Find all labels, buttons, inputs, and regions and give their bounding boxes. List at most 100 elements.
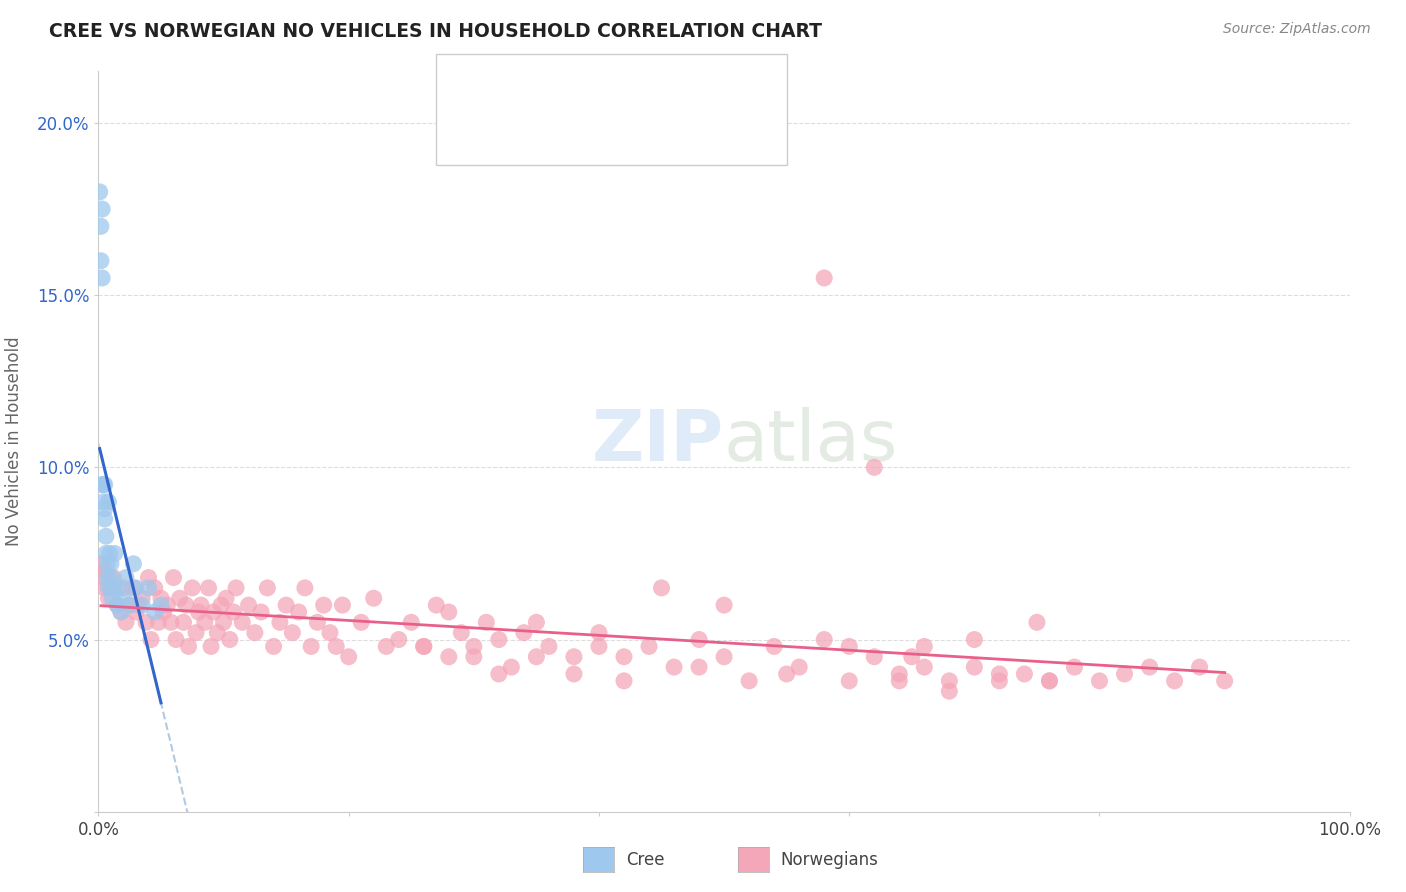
- Point: [988, 667, 1011, 681]
- Point: [412, 640, 434, 654]
- Point: [110, 605, 132, 619]
- Point: [90, 219, 112, 234]
- Point: [200, 640, 222, 654]
- Point: [197, 581, 219, 595]
- Point: [100, 570, 122, 584]
- Point: [713, 649, 735, 664]
- Point: [160, 615, 183, 630]
- Point: [1026, 615, 1049, 630]
- Point: [912, 640, 935, 654]
- Point: [813, 271, 835, 285]
- Point: [238, 598, 260, 612]
- Point: [169, 591, 191, 606]
- Point: [165, 632, 187, 647]
- Point: [212, 615, 235, 630]
- Point: [93, 477, 115, 491]
- Point: [90, 253, 112, 268]
- Point: [177, 640, 200, 654]
- Point: [150, 598, 173, 612]
- Point: [104, 546, 127, 560]
- Point: [638, 640, 661, 654]
- Point: [91, 477, 114, 491]
- Point: [889, 673, 911, 688]
- Point: [118, 598, 141, 612]
- Text: atlas: atlas: [724, 407, 898, 476]
- Point: [231, 615, 253, 630]
- Point: [209, 598, 232, 612]
- Point: [537, 640, 560, 654]
- Point: [889, 667, 911, 681]
- Point: [463, 649, 485, 664]
- Point: [93, 477, 115, 491]
- Point: [332, 598, 354, 612]
- Point: [287, 605, 309, 619]
- Point: [250, 605, 273, 619]
- Text: R =   0.131   N =   35: R = 0.131 N = 35: [494, 74, 713, 92]
- Point: [138, 570, 160, 584]
- Point: [269, 615, 291, 630]
- Point: [425, 598, 447, 612]
- Point: [325, 640, 347, 654]
- Point: [187, 605, 209, 619]
- Point: [97, 591, 120, 606]
- Point: [787, 660, 810, 674]
- Point: [1063, 660, 1085, 674]
- Point: [98, 546, 121, 560]
- Text: R = -0.055   N = 128: R = -0.055 N = 128: [494, 128, 693, 146]
- Point: [1038, 673, 1060, 688]
- Point: [963, 660, 986, 674]
- Point: [112, 581, 135, 595]
- Point: [173, 615, 195, 630]
- Point: [91, 202, 114, 216]
- Point: [135, 615, 157, 630]
- Point: [1188, 660, 1211, 674]
- Y-axis label: No Vehicles in Household: No Vehicles in Household: [6, 336, 22, 547]
- Point: [127, 598, 149, 612]
- Point: [143, 605, 166, 619]
- Point: [139, 632, 162, 647]
- Text: ZIP: ZIP: [592, 407, 724, 476]
- Point: [363, 591, 385, 606]
- Point: [274, 598, 298, 612]
- Point: [588, 640, 610, 654]
- Point: [97, 495, 120, 509]
- Point: [107, 581, 129, 595]
- Point: [100, 581, 122, 595]
- Point: [713, 598, 735, 612]
- Point: [148, 615, 170, 630]
- Point: [256, 581, 278, 595]
- Point: [1139, 660, 1161, 674]
- Point: [131, 591, 153, 606]
- Point: [174, 598, 197, 612]
- Point: [662, 660, 685, 674]
- Point: [838, 673, 860, 688]
- Point: [688, 632, 710, 647]
- Point: [125, 581, 148, 595]
- Point: [94, 529, 117, 543]
- Point: [110, 605, 132, 619]
- Point: [90, 557, 112, 571]
- Point: [105, 598, 128, 612]
- Point: [613, 673, 636, 688]
- Point: [184, 625, 207, 640]
- Point: [91, 271, 114, 285]
- Point: [900, 649, 922, 664]
- Point: [488, 667, 510, 681]
- Text: Source: ZipAtlas.com: Source: ZipAtlas.com: [1223, 22, 1371, 37]
- Point: [125, 605, 148, 619]
- Point: [375, 640, 398, 654]
- Point: [118, 598, 141, 612]
- Point: [156, 598, 179, 612]
- Point: [588, 625, 610, 640]
- Point: [138, 581, 160, 595]
- Point: [218, 632, 240, 647]
- Point: [215, 591, 238, 606]
- Point: [912, 660, 935, 674]
- Point: [388, 632, 411, 647]
- Point: [562, 649, 585, 664]
- Point: [613, 649, 636, 664]
- Text: CREE VS NORWEGIAN NO VEHICLES IN HOUSEHOLD CORRELATION CHART: CREE VS NORWEGIAN NO VEHICLES IN HOUSEHO…: [49, 22, 823, 41]
- Point: [94, 546, 117, 560]
- Point: [281, 625, 304, 640]
- Point: [312, 598, 335, 612]
